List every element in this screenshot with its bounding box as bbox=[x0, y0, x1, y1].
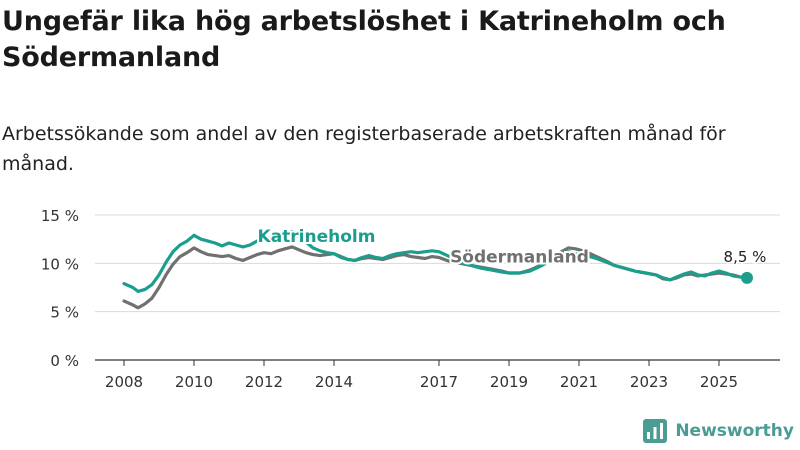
y-tick-label: 0 % bbox=[50, 352, 79, 370]
line-chart: 0 % 5 % 10 % 15 % 2008 2010 2012 2014 2017 2019 20… bbox=[41, 207, 780, 391]
end-point-marker bbox=[741, 271, 753, 284]
y-tick-label: 5 % bbox=[50, 304, 79, 322]
newsworthy-logo-icon bbox=[643, 419, 668, 443]
series-line-sodermanland bbox=[122, 245, 749, 310]
x-tick-label: 2019 bbox=[490, 373, 528, 391]
x-tick-label: 2014 bbox=[315, 373, 353, 391]
end-value-label: 8,5 % bbox=[724, 248, 767, 266]
x-tick-label: 2008 bbox=[105, 373, 143, 391]
chart-title: Ungefär lika hög arbetslöshet i Katrineh… bbox=[2, 6, 726, 73]
x-tick-label: 2021 bbox=[560, 373, 598, 391]
chart-subtitle: Arbetssökande som andel av den registerb… bbox=[2, 123, 726, 175]
x-tick-label: 2012 bbox=[245, 373, 283, 391]
x-tick-label: 2010 bbox=[175, 373, 213, 391]
brand-name: Newsworthy bbox=[675, 421, 794, 441]
series-label-katrineholm: Katrineholm bbox=[258, 227, 376, 247]
y-tick-label: 15 % bbox=[41, 207, 79, 225]
series-line-katrineholm bbox=[122, 229, 749, 293]
brand-logo: Newsworthy bbox=[643, 419, 794, 443]
x-tick-label: 2023 bbox=[630, 373, 668, 391]
x-tick-label: 2017 bbox=[420, 373, 458, 391]
y-tick-label: 10 % bbox=[41, 255, 79, 273]
x-tick-label: 2025 bbox=[700, 373, 738, 391]
series-label-sodermanland: Södermanland bbox=[450, 247, 589, 267]
